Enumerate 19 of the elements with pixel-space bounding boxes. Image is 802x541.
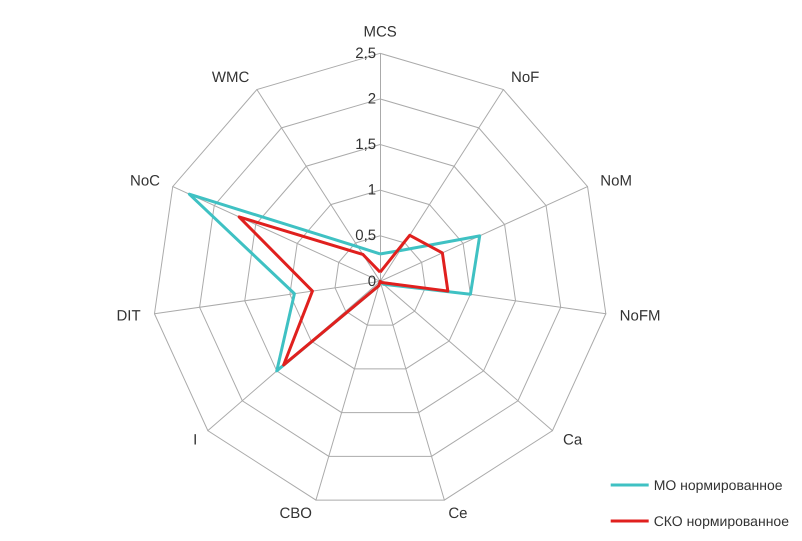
spoke-label: Ca — [563, 431, 583, 448]
y-tick-label: 2,5 — [355, 44, 376, 62]
spoke-label: WMC — [212, 69, 250, 86]
legend-label: МО нормированное — [654, 477, 783, 493]
y-tick-label: 1,5 — [355, 136, 376, 154]
legend-label: СКО нормированное — [654, 513, 790, 529]
spoke-label: NoF — [510, 69, 540, 86]
spoke-label: DIT — [116, 307, 141, 324]
spoke-label: Ce — [448, 505, 468, 522]
y-tick-label: 0,5 — [355, 227, 376, 244]
spoke-label: I — [193, 431, 198, 448]
spoke-label: NoFM — [620, 307, 661, 324]
spoke-label: MCS — [363, 23, 397, 40]
y-tick-label: 1 — [368, 182, 376, 199]
spoke-label: NoC — [130, 172, 160, 190]
y-tick-label: 2 — [368, 90, 376, 108]
y-tick-label: 0 — [368, 272, 376, 290]
spoke-label: NoM — [600, 172, 632, 190]
spoke-label: CBO — [279, 505, 312, 522]
